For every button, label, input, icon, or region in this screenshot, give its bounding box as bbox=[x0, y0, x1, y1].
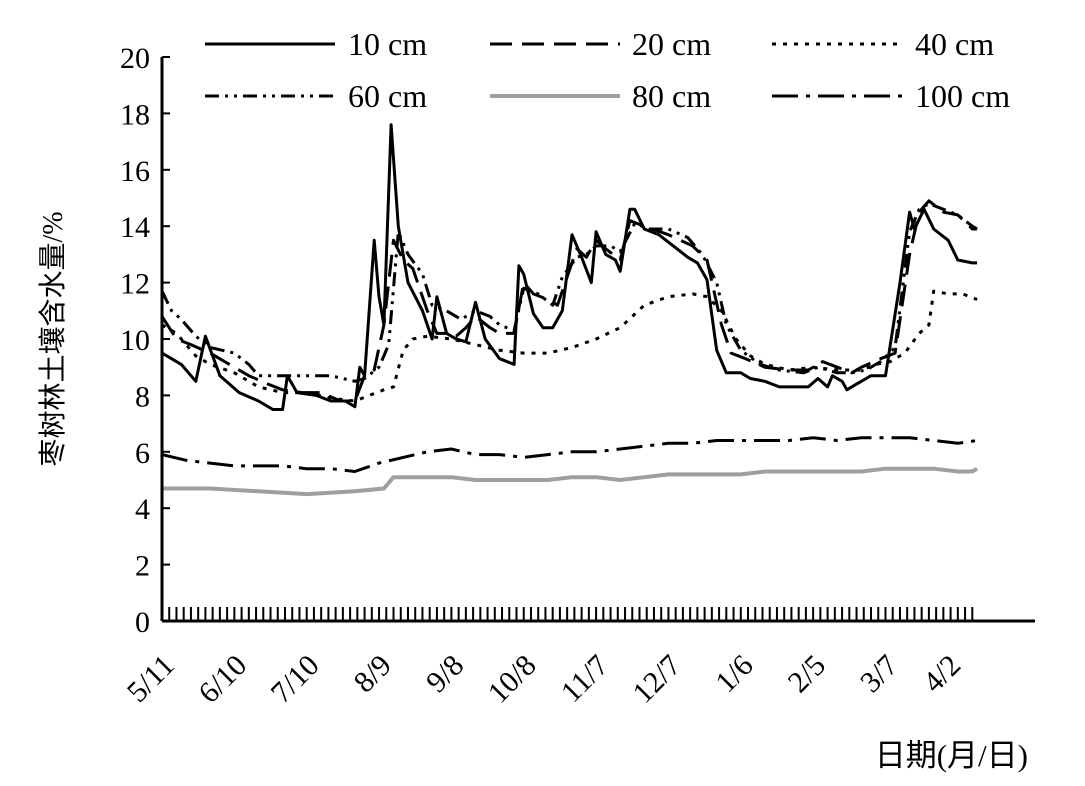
legend: 10 cm 20 cm 40 cm 60 cm 80 cm 100 cm bbox=[205, 26, 1010, 114]
y-tick-label: 8 bbox=[135, 380, 150, 413]
x-tick-label: 11/7 bbox=[555, 649, 615, 709]
x-tick-label: 8/9 bbox=[348, 649, 398, 699]
x-tick-label: 9/8 bbox=[420, 649, 470, 699]
legend-label: 80 cm bbox=[632, 78, 711, 114]
x-tick-label: 3/7 bbox=[854, 649, 904, 699]
y-tick-label: 4 bbox=[135, 493, 150, 526]
y-tick-label: 2 bbox=[135, 550, 150, 583]
series-line-60-cm bbox=[160, 202, 978, 383]
y-tick-label: 12 bbox=[120, 268, 150, 301]
y-tick-label: 16 bbox=[120, 155, 150, 188]
series-line-40-cm bbox=[161, 289, 978, 403]
series-line-80-cm bbox=[162, 466, 979, 497]
y-tick-label: 20 bbox=[120, 42, 150, 75]
x-tick-label: 6/10 bbox=[192, 649, 253, 710]
y-tick-label: 0 bbox=[135, 606, 150, 639]
y-tick-label: 10 bbox=[120, 324, 150, 357]
x-axis-label: 日期(月/日) bbox=[875, 738, 1028, 773]
x-tick-label: 1/6 bbox=[709, 649, 759, 699]
x-tick-label: 7/10 bbox=[265, 649, 326, 710]
legend-label: 20 cm bbox=[632, 26, 711, 62]
x-tick-label: 5/11 bbox=[121, 649, 181, 709]
legend-label: 100 cm bbox=[915, 78, 1010, 114]
legend-label: 10 cm bbox=[348, 26, 427, 62]
series-line-20-cm bbox=[160, 199, 978, 403]
legend-label: 60 cm bbox=[348, 78, 427, 114]
x-tick-label: 4/2 bbox=[917, 649, 967, 699]
y-tick-label: 18 bbox=[120, 98, 150, 131]
x-tick-label: 10/8 bbox=[482, 649, 543, 710]
y-tick-label: 6 bbox=[135, 437, 150, 470]
x-tick-label: 2/5 bbox=[782, 649, 832, 699]
series-layer bbox=[160, 123, 979, 497]
y-axis-label: 枣树林土壤含水量/% bbox=[37, 211, 69, 466]
legend-label: 40 cm bbox=[915, 26, 994, 62]
y-tick-label: 14 bbox=[120, 211, 150, 244]
series-line-100-cm bbox=[161, 436, 978, 473]
x-tick-label: 12/7 bbox=[626, 649, 687, 710]
